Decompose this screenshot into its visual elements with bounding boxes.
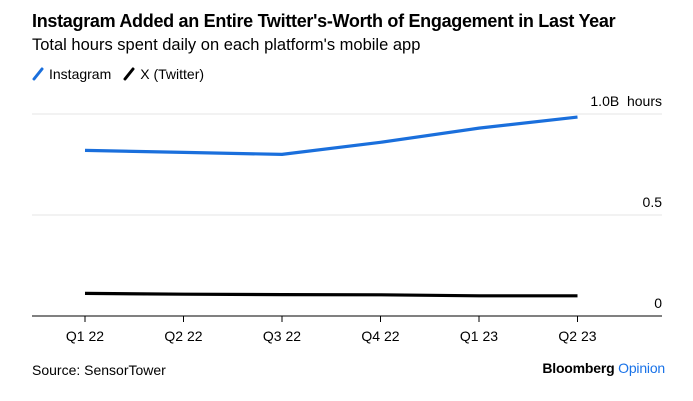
legend-swatch-twitter-icon — [123, 67, 135, 81]
x-tick-label: Q3 22 — [263, 328, 301, 344]
series-line-instagram — [84, 115, 578, 156]
legend-item-twitter: X (Twitter) — [123, 66, 204, 82]
legend-swatch-instagram-icon — [32, 67, 44, 81]
y-tick-label: 0 — [654, 295, 662, 311]
legend-label-twitter: X (Twitter) — [140, 66, 205, 82]
x-tick-label: Q1 22 — [66, 328, 104, 344]
x-tick-label: Q1 23 — [460, 328, 498, 344]
x-tick-label: Q4 22 — [361, 328, 399, 344]
legend-label-instagram: Instagram — [49, 66, 112, 82]
bloomberg-opinion-logo: Bloomberg Opinion — [542, 360, 665, 376]
x-tick-label: Q2 23 — [558, 328, 596, 344]
legend: Instagram X (Twitter) — [32, 66, 216, 82]
brand-suffix: Opinion — [618, 360, 665, 376]
source-note: Source: SensorTower — [32, 362, 166, 378]
chart-title: Instagram Added an Entire Twitter's-Wort… — [32, 11, 616, 31]
series-line-x-twitter — [84, 291, 578, 298]
brand-name: Bloomberg — [542, 360, 615, 376]
chart-subtitle: Total hours spent daily on each platform… — [32, 36, 421, 54]
y-tick-label: 0.5 — [643, 194, 663, 210]
legend-item-instagram: Instagram — [32, 66, 111, 82]
x-tick-label: Q2 22 — [164, 328, 202, 344]
y-tick-label: 1.0B hours — [590, 93, 662, 109]
